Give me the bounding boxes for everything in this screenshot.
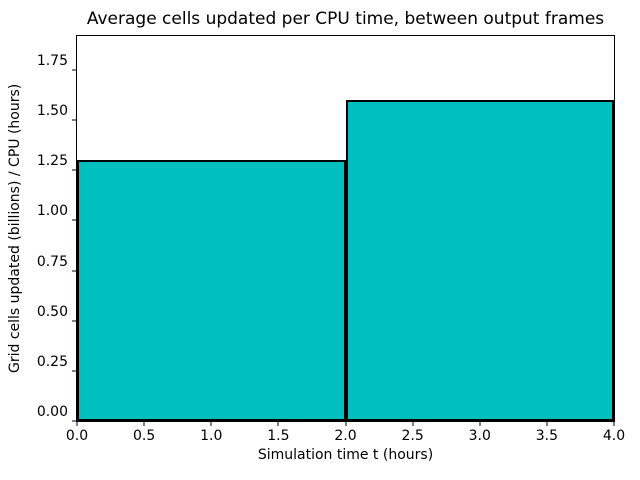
y-tick-label-0: 0.00 [36, 404, 68, 420]
y-tick-mark-3 [72, 270, 77, 272]
y-axis-label: Grid cells updated (billions) / CPU (hou… [7, 83, 23, 374]
x-tick-label-5: 2.5 [401, 428, 424, 444]
x-tick-mark-3 [277, 421, 279, 426]
x-tick-label-1: 0.5 [132, 428, 156, 444]
bar-0 [77, 160, 346, 421]
x-tick-mark-5 [412, 421, 414, 426]
x-axis-label: Simulation time t (hours) [257, 447, 434, 463]
x-tick-mark-8 [613, 421, 615, 426]
x-tick-mark-1 [143, 421, 145, 426]
chart-title: Average cells updated per CPU time, betw… [86, 9, 605, 29]
y-tick-label-6: 1.50 [36, 103, 68, 120]
x-tick-mark-6 [479, 421, 481, 426]
y-tick-mark-5 [72, 169, 77, 171]
y-tick-label-5: 1.25 [36, 153, 68, 170]
y-tick-label-4: 1.00 [36, 203, 68, 220]
x-tick-label-0: 0.0 [65, 428, 89, 444]
y-tick-mark-0 [72, 420, 77, 422]
x-tick-mark-2 [210, 421, 212, 426]
x-tick-label-8: 4.0 [602, 428, 626, 444]
x-tick-label-2: 1.0 [200, 428, 223, 444]
x-tick-label-4: 2.0 [334, 428, 357, 444]
y-tick-label-1: 0.25 [36, 353, 68, 370]
x-tick-label-3: 1.5 [267, 428, 290, 444]
x-tick-mark-0 [76, 421, 78, 426]
x-tick-label-7: 3.5 [535, 428, 559, 444]
y-tick-mark-1 [72, 370, 77, 372]
x-tick-mark-7 [546, 421, 548, 426]
y-tick-mark-6 [72, 119, 77, 121]
y-tick-mark-2 [72, 320, 77, 322]
y-tick-label-7: 1.75 [36, 53, 68, 70]
y-tick-mark-7 [72, 69, 77, 71]
y-tick-label-3: 0.75 [36, 253, 68, 270]
bar-1 [345, 100, 614, 421]
plot-area: 0.00 0.25 0.50 0.75 1.00 1.25 1.50 1.75 0.0 0.5 1.… [37, 35, 625, 444]
y-tick-label-2: 0.50 [36, 303, 68, 320]
y-tick-mark-4 [72, 219, 77, 221]
x-tick-mark-4 [345, 421, 346, 426]
x-tick-label-6: 3.0 [468, 428, 491, 444]
